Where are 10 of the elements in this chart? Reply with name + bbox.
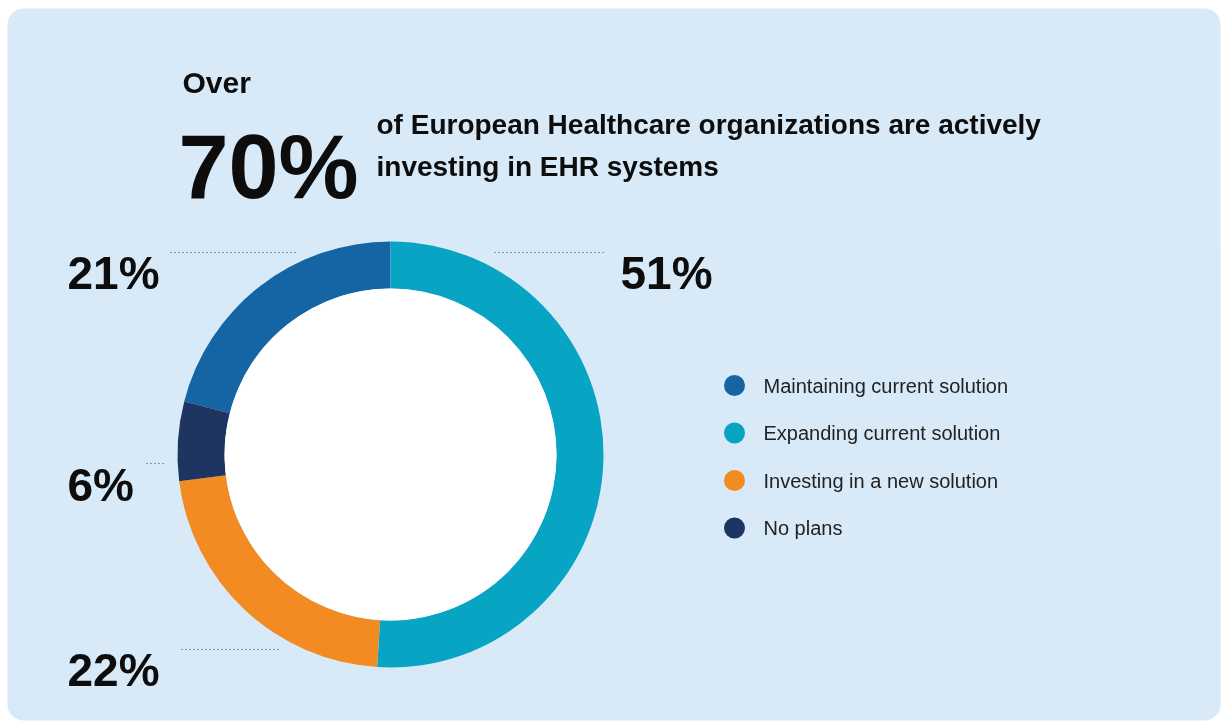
- legend-label: No plans: [763, 517, 843, 539]
- legend-label: Maintaining current solution: [763, 374, 1009, 397]
- data-label: 51%: [620, 246, 713, 299]
- chart-title: Over 70%: [178, 66, 359, 217]
- data-label: 21%: [67, 246, 160, 299]
- chart-subtitle: of European Healthcare organizations are actively investing in EHR systems: [376, 109, 1042, 182]
- data-label: 6%: [67, 458, 134, 511]
- legend-label: Investing in a new solution: [763, 469, 999, 492]
- legend-label: Expanding current solution: [763, 422, 1001, 444]
- data-label: 22%: [67, 643, 160, 696]
